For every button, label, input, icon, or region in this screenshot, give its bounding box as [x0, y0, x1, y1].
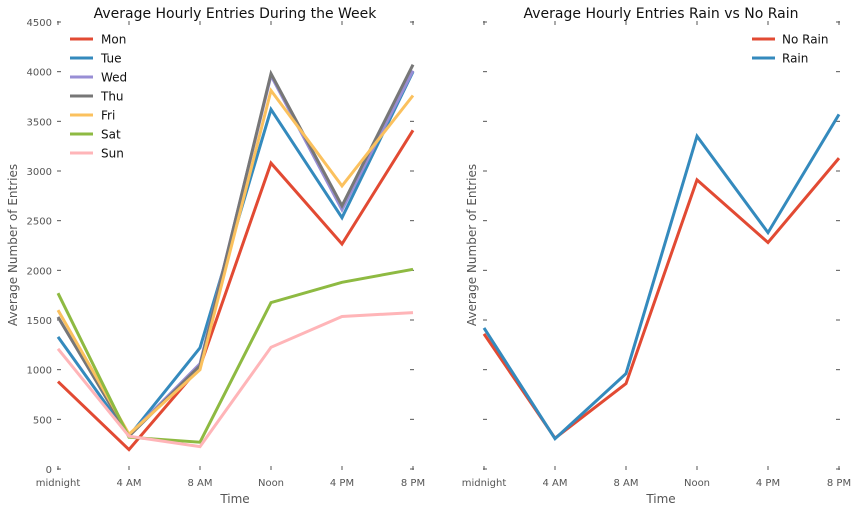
- x-tick-label: 8 PM: [827, 478, 851, 489]
- x-tick-label: Noon: [258, 478, 284, 489]
- x-tick-label: 4 PM: [756, 478, 780, 489]
- series-line-wed: [56, 70, 415, 438]
- series-line-mon: [56, 129, 415, 452]
- legend-label: Wed: [101, 71, 127, 85]
- y-tick-label: 1000: [27, 366, 52, 377]
- x-tick-label: Noon: [684, 478, 710, 489]
- legend-label: Sat: [101, 128, 121, 142]
- x-tick-label: 4 AM: [116, 478, 141, 489]
- x-axis-label: Time: [219, 492, 249, 506]
- series-line-rain: [482, 113, 841, 442]
- legend-label: Fri: [101, 109, 115, 123]
- legend: Mon Tue Wed Thu Fri Sat Sun: [70, 33, 127, 161]
- legend: No Rain Rain: [752, 33, 829, 66]
- x-tick-label: 8 AM: [187, 478, 212, 489]
- x-tick-label: 8 PM: [401, 478, 425, 489]
- legend-label: Tue: [100, 52, 122, 66]
- legend-label: Mon: [101, 33, 126, 47]
- y-tick-label: 4000: [27, 68, 52, 79]
- y-axis-label: Average Number of Entries: [465, 164, 479, 326]
- series-line-no-rain: [482, 157, 841, 441]
- series-line-sun: [56, 311, 414, 449]
- y-tick-label: 2500: [27, 217, 52, 228]
- series-line-tue: [56, 71, 415, 439]
- chart-title: Average Hourly Entries During the Week: [94, 6, 378, 22]
- weekday-chart: Average Hourly Entries During the Week T…: [6, 6, 425, 506]
- x-axis-label: Time: [645, 492, 675, 506]
- legend-label: Rain: [782, 52, 808, 66]
- x-tick-label: 4 AM: [542, 478, 567, 489]
- legend-label: No Rain: [782, 33, 829, 47]
- y-tick-label: 3500: [27, 117, 52, 128]
- y-tick-label: 3000: [27, 167, 52, 178]
- y-tick-label: 500: [33, 415, 52, 426]
- series-line-sat: [56, 267, 414, 444]
- x-tick-label: 8 AM: [613, 478, 638, 489]
- x-tick-label: 4 PM: [330, 478, 354, 489]
- y-axis-label: Average Number of Entries: [6, 164, 20, 326]
- x-tick-label: midnight: [36, 478, 81, 489]
- chart-title: Average Hourly Entries Rain vs No Rain: [524, 6, 799, 22]
- rain-chart: Average Hourly Entries Rain vs No Rain T…: [462, 6, 851, 506]
- legend-label: Sun: [101, 147, 124, 161]
- y-tick-label: 1500: [27, 316, 52, 327]
- y-tick-label: 2000: [27, 266, 52, 277]
- y-tick-label: 0: [46, 465, 52, 476]
- legend-label: Thu: [100, 90, 124, 104]
- y-tick-label: 4500: [27, 18, 52, 29]
- x-tick-label: midnight: [462, 478, 507, 489]
